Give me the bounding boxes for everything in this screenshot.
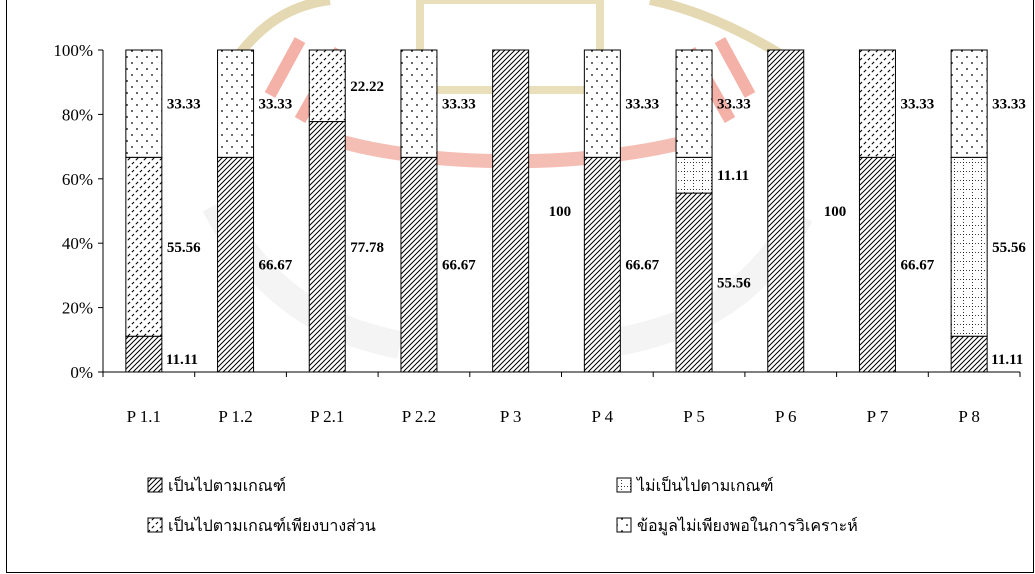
- x-tick-label: P 4: [592, 407, 614, 426]
- legend-swatch: [616, 477, 632, 493]
- x-tick-label: P 2.2: [402, 407, 436, 426]
- legend-swatch: [147, 477, 163, 493]
- y-tick-label: 40%: [62, 234, 93, 253]
- x-tick-label: P 7: [867, 407, 889, 426]
- y-tick-label: 60%: [62, 170, 93, 189]
- data-label: 100: [549, 204, 572, 220]
- data-label: 33.33: [442, 97, 476, 113]
- data-label: 33.33: [625, 97, 659, 113]
- legend-label: เป็นไปตามเกณฑ์: [168, 475, 286, 495]
- legend: เป็นไปตามเกณฑ์ ไม่เป็นไปตามเกณฑ์เป็นไปตาม…: [147, 475, 858, 536]
- bar-segment: [950, 49, 988, 158]
- bar-segment: [400, 49, 438, 158]
- data-label: 33.33: [167, 97, 201, 113]
- bar-segment: [858, 49, 896, 158]
- bar-segment: [217, 49, 255, 158]
- bar-segment: [125, 49, 163, 158]
- bar-segment: [675, 156, 713, 194]
- legend-swatch: [616, 517, 632, 533]
- bar-segment: [675, 49, 713, 158]
- data-label: 77.78: [350, 240, 384, 256]
- data-label: 66.67: [259, 258, 293, 274]
- x-tick-label: P 6: [775, 407, 797, 426]
- bar-segment: [767, 49, 805, 373]
- bar-segment: [308, 49, 346, 123]
- data-label: 11.11: [166, 352, 198, 368]
- data-label: 55.56: [992, 240, 1026, 256]
- data-label: 66.67: [442, 258, 476, 274]
- y-tick-label: 20%: [62, 299, 93, 318]
- x-tick-label: P 3: [500, 407, 522, 426]
- x-tick-label: P 1.2: [218, 407, 252, 426]
- bar-segment: [858, 156, 896, 373]
- bar-segment: [400, 156, 438, 373]
- bar-segment: [125, 156, 163, 337]
- bar-segment: [308, 121, 346, 373]
- bar-segment: [125, 335, 163, 373]
- data-label: 33.33: [900, 97, 934, 113]
- data-label: 100: [824, 204, 847, 220]
- legend-label: เป็นไปตามเกณฑ์เพียงบางส่วน: [168, 515, 376, 535]
- data-label: 66.67: [900, 258, 934, 274]
- data-label: 33.33: [717, 97, 751, 113]
- bar-segment: [492, 49, 530, 373]
- data-label: 55.56: [717, 276, 751, 292]
- x-tick-label: P 2.1: [310, 407, 344, 426]
- bar-segment: [583, 156, 621, 373]
- data-labels: 11.11 55.56 33.33 66.67 33.33 77.78 22.22 66.67…: [166, 79, 1027, 368]
- legend-label: ข้อมูลไม่เพียงพอในการวิเคราะห์: [637, 516, 858, 536]
- x-tick-label: P 8: [958, 407, 980, 426]
- bar-segment: [950, 335, 988, 373]
- y-tick-label: 100%: [53, 41, 93, 60]
- data-label: 66.67: [625, 258, 659, 274]
- y-tick-label: 80%: [62, 105, 93, 124]
- data-label: 11.11: [717, 168, 749, 184]
- x-tick-label: P 5: [683, 407, 705, 426]
- bar-segment: [583, 49, 621, 158]
- bar-segment: [217, 156, 255, 373]
- data-label: 33.33: [992, 97, 1026, 113]
- y-tick-label: 0%: [70, 363, 93, 382]
- axes: 0% 20% 40% 60% 80% 100% P 1.1 P 1.2 P 2.1 P 2.2 P …: [53, 41, 1021, 426]
- data-label: 11.11: [991, 352, 1023, 368]
- x-tick-label: P 1.1: [127, 407, 161, 426]
- bars: [125, 49, 988, 373]
- data-label: 55.56: [167, 240, 201, 256]
- legend-swatch: [147, 517, 163, 533]
- legend-label: ไม่เป็นไปตามเกณฑ์: [635, 475, 774, 495]
- data-label: 22.22: [350, 79, 384, 95]
- data-label: 33.33: [259, 97, 293, 113]
- bar-segment: [950, 156, 988, 337]
- bar-segment: [675, 192, 713, 373]
